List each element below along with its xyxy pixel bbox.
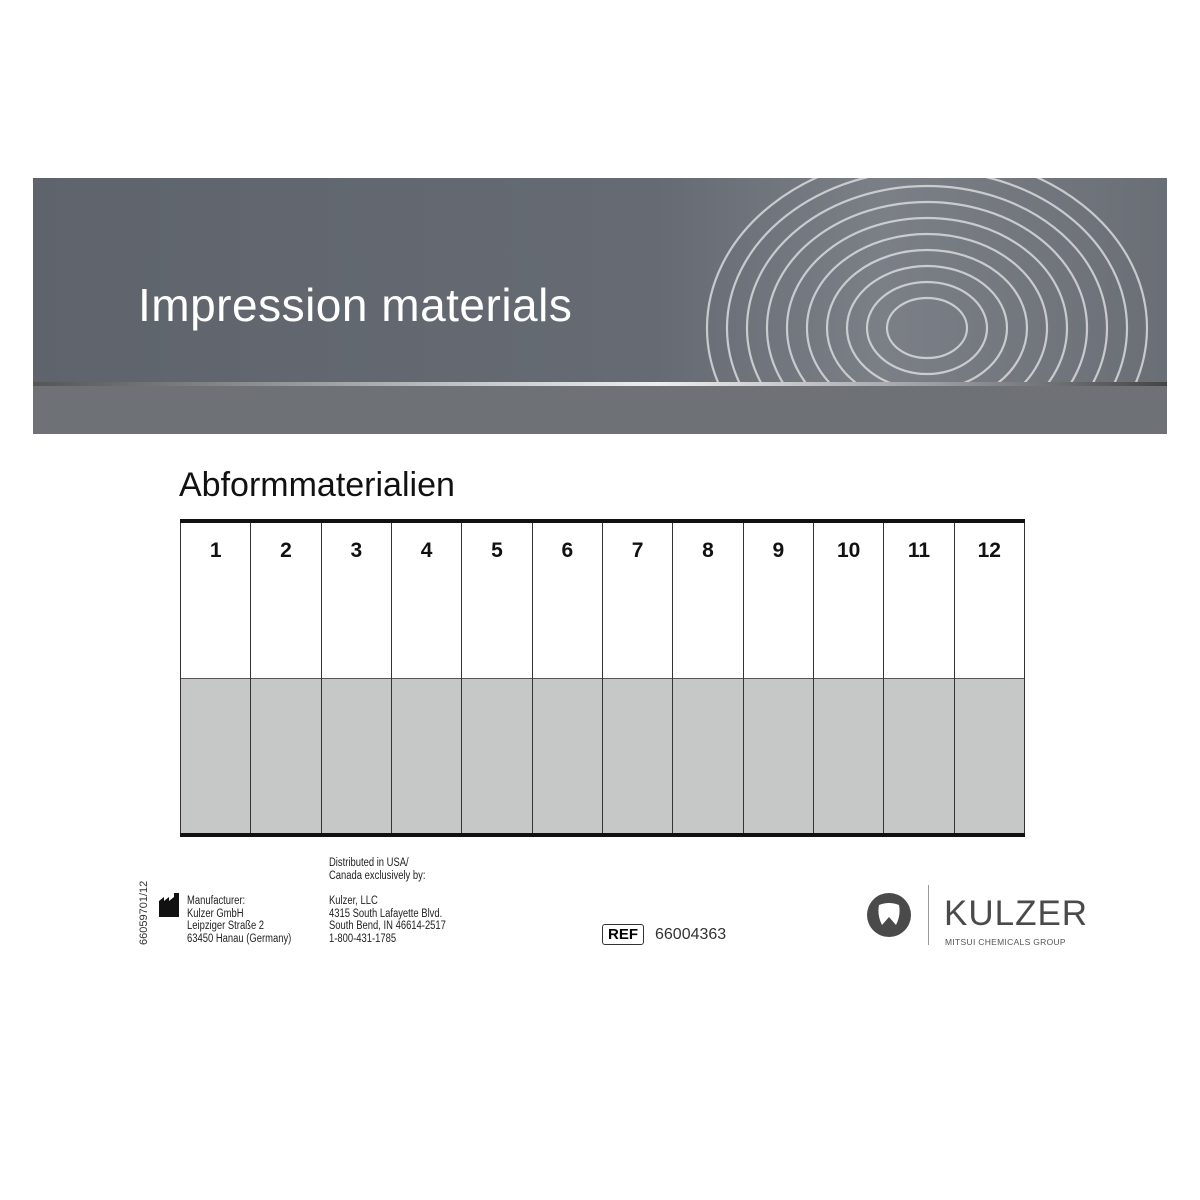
subtitle: Abformmaterialien [179, 466, 455, 504]
number-grid: 1 2 3 4 5 6 7 8 9 10 11 12 [180, 519, 1025, 837]
distributor-heading-line: Distributed in USA/ [329, 857, 409, 869]
grid-column: 6 [531, 523, 602, 833]
column-number: 5 [462, 523, 532, 678]
column-number: 2 [251, 523, 321, 678]
manufacturer-block: Manufacturer: Kulzer GmbH Leipziger Stra… [187, 895, 291, 945]
manufacturer-street: Leipziger Straße 2 [187, 920, 265, 932]
grid-column: 12 [953, 523, 1025, 833]
grid-column: 3 [320, 523, 391, 833]
grid-column: 9 [742, 523, 813, 833]
distributor-city: South Bend, IN 46614-2517 [329, 920, 446, 932]
tooth-logo-icon [867, 893, 911, 937]
manufacturer-name: Kulzer GmbH [187, 907, 244, 920]
column-shaded-field [321, 678, 391, 833]
column-number: 3 [321, 523, 391, 678]
grid-column: 10 [812, 523, 884, 833]
manufacturer-icon [159, 893, 179, 917]
distributor-phone: 1-800-431-1785 [329, 932, 397, 945]
column-shaded-field [954, 678, 1024, 833]
column-shaded-field [532, 678, 602, 833]
brand-name: KULZER [944, 894, 1089, 933]
grid-column: 4 [390, 523, 462, 833]
column-number: 9 [743, 523, 813, 678]
distributor-name: Kulzer, LLC [329, 895, 378, 907]
banner-title: Impression materials [138, 279, 573, 331]
banner-divider [33, 382, 1167, 386]
column-number: 8 [673, 523, 743, 678]
distributor-block: Kulzer, LLC 4315 South Lafayette Blvd. S… [329, 895, 446, 945]
grid-column: 2 [250, 523, 321, 833]
column-number: 7 [602, 523, 673, 678]
column-shaded-field [181, 678, 251, 833]
column-number: 12 [954, 523, 1024, 678]
fingerprint-graphic [705, 178, 1149, 385]
column-shaded-field [462, 678, 532, 833]
column-number: 11 [884, 523, 954, 678]
logo-divider [928, 885, 929, 945]
manufacturer-label: Manufacturer: [187, 895, 246, 907]
distributor-heading-line: Canada exclusively by: [329, 869, 426, 882]
column-shaded-field [813, 678, 884, 833]
ref-symbol: REF [602, 924, 644, 945]
column-shaded-field [251, 678, 321, 833]
column-number: 4 [391, 523, 462, 678]
product-code: 66059701/12 [138, 880, 150, 945]
grid-column: 5 [461, 523, 532, 833]
brand-tagline: MITSUI CHEMICALS GROUP [945, 937, 1066, 947]
manufacturer-city: 63450 Hanau (Germany) [187, 932, 292, 945]
distributor-street: 4315 South Lafayette Blvd. [329, 907, 443, 920]
column-number: 6 [532, 523, 602, 678]
grid-column: 1 [180, 523, 251, 833]
header-banner: Impression materials [33, 178, 1167, 434]
column-shaded-field [602, 678, 673, 833]
column-shaded-field [743, 678, 813, 833]
column-shaded-field [391, 678, 462, 833]
banner-lower-band [33, 386, 1167, 434]
ref-number: 66004363 [655, 926, 727, 943]
column-number: 1 [181, 523, 251, 678]
column-shaded-field [673, 678, 743, 833]
grid-column: 7 [601, 523, 673, 833]
grid-column: 8 [672, 523, 743, 833]
column-shaded-field [884, 678, 954, 833]
column-number: 10 [813, 523, 884, 678]
grid-column: 11 [883, 523, 954, 833]
distributor-heading: Distributed in USA/ Canada exclusively b… [329, 857, 425, 882]
